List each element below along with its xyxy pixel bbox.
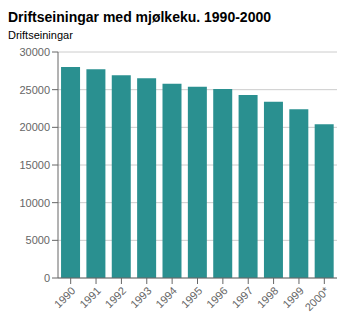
svg-text:1996: 1996 xyxy=(204,284,230,310)
html-text:Driftseiningar med mjølkeku. 1: Driftseiningar med mjølkeku. 1990-2000 xyxy=(8,9,271,25)
svg-text:1995: 1995 xyxy=(179,284,205,310)
html-text:Driftseiningar: Driftseiningar xyxy=(8,29,73,41)
svg-text:1997: 1997 xyxy=(229,284,255,310)
svg-text:15000: 15000 xyxy=(19,159,50,171)
svg-text:10000: 10000 xyxy=(19,197,50,209)
svg-text:1999: 1999 xyxy=(280,284,306,310)
svg-text:20000: 20000 xyxy=(19,121,50,133)
svg-text:1991: 1991 xyxy=(77,284,103,310)
svg-text:1992: 1992 xyxy=(103,284,129,310)
svg-text:5000: 5000 xyxy=(26,234,50,246)
svg-text:1990: 1990 xyxy=(52,284,78,310)
svg-text:0: 0 xyxy=(44,272,50,284)
svg-text:25000: 25000 xyxy=(19,84,50,96)
svg-text:1993: 1993 xyxy=(128,284,154,310)
svg-text:30000: 30000 xyxy=(19,46,50,58)
svg-text:1998: 1998 xyxy=(255,284,281,310)
svg-text:2000*: 2000* xyxy=(302,284,331,313)
svg-text:1994: 1994 xyxy=(153,284,179,310)
